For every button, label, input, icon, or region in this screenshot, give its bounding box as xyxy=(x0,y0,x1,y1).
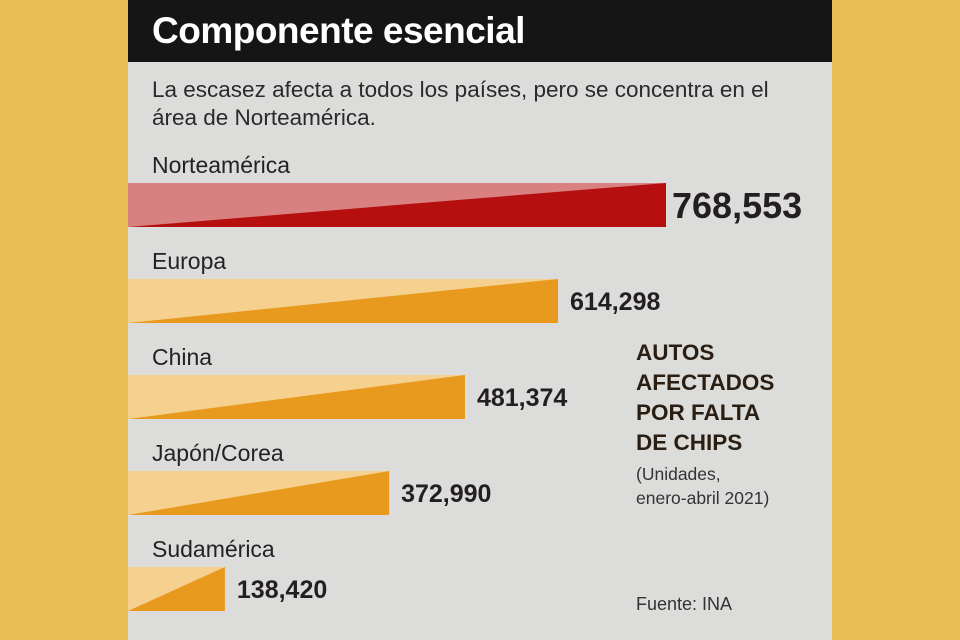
bar xyxy=(128,279,559,323)
category-label: Europa xyxy=(152,248,226,274)
bar xyxy=(128,471,390,515)
source-note: Fuente: INA xyxy=(636,594,733,614)
value-label: 614,298 xyxy=(570,288,660,316)
bar-group-japon-corea: Japón/Corea 372,990 xyxy=(128,440,491,515)
infographic-card: Componente esencial La escasez afecta a … xyxy=(128,0,832,640)
bar-chart: Norteamérica 768,553 Europa 614,298 China 481… xyxy=(128,152,802,611)
bar xyxy=(128,183,666,227)
chart-subtitle: La escasez afecta a todos los países, pe… xyxy=(152,77,769,130)
chart-title: Componente esencial xyxy=(152,10,525,51)
bar xyxy=(128,375,465,419)
side-note: AUTOS AFECTADOS POR FALTA DE CHIPS (Unid… xyxy=(636,338,826,510)
value-label: 481,374 xyxy=(477,384,567,412)
bar-group-norteamerica: Norteamérica 768,553 xyxy=(128,152,802,227)
side-note-headline: AUTOS AFECTADOS POR FALTA DE CHIPS xyxy=(636,340,775,455)
value-label: 372,990 xyxy=(401,480,491,508)
value-label: 138,420 xyxy=(237,576,327,604)
title-bar: Componente esencial xyxy=(128,0,832,62)
value-label: 768,553 xyxy=(672,185,802,226)
bar-group-china: China 481,374 xyxy=(128,344,567,419)
category-label: China xyxy=(152,344,212,370)
bars-layer: Norteamérica 768,553 Europa 614,298 China 481… xyxy=(128,152,802,611)
category-label: Norteamérica xyxy=(152,152,290,178)
bar-group-europa: Europa 614,298 xyxy=(128,248,660,323)
category-label: Sudamérica xyxy=(152,536,275,562)
category-label: Japón/Corea xyxy=(152,440,284,466)
bar-group-sudamerica: Sudamérica 138,420 xyxy=(128,536,327,611)
side-note-units: (Unidades, enero-abril 2021) xyxy=(636,464,770,508)
bar xyxy=(128,567,225,611)
